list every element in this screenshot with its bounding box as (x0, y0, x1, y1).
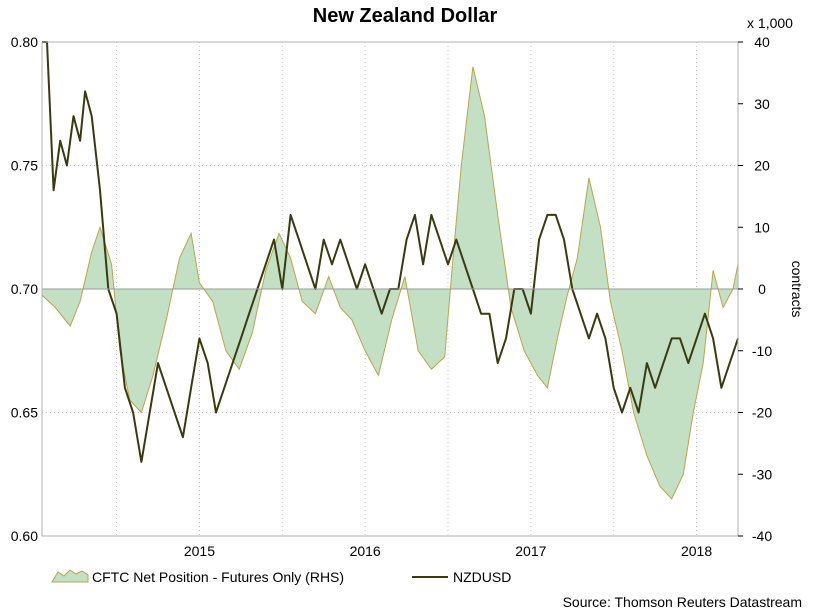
legend-label-cftc: CFTC Net Position - Futures Only (RHS) (92, 569, 344, 585)
right-tick-label-0: 40 (754, 34, 770, 50)
nzdusd-line (42, 41, 739, 463)
cftc-area-fill (42, 66, 738, 499)
left-tick-label-0: 0.80 (11, 34, 38, 50)
legend: CFTC Net Position - Futures Only (RHS) N… (51, 569, 511, 585)
left-tick-label-1: 0.75 (11, 158, 38, 174)
chart-title: New Zealand Dollar (313, 5, 498, 27)
right-tick-label-2: 20 (754, 158, 770, 174)
x-tick-label-2015: 2015 (184, 543, 215, 559)
right-axis: 40 30 20 10 0 -10 -20 -30 -40 (738, 34, 772, 544)
right-tick-label-7: -30 (752, 466, 772, 482)
x-tick-label-2016: 2016 (350, 543, 381, 559)
x-tick-label-2017: 2017 (515, 543, 546, 559)
right-tick-label-3: 10 (754, 219, 770, 235)
left-tick-label-2: 0.70 (11, 281, 38, 297)
right-tick-label-8: -40 (752, 528, 772, 544)
right-tick-label-4: 0 (758, 281, 766, 297)
x-axis: 2015 2016 2017 2018 (184, 543, 713, 559)
right-axis-unit: x 1,000 (747, 15, 793, 31)
nzdusd-line-layer (42, 41, 739, 463)
left-tick-label-3: 0.65 (11, 405, 38, 421)
right-tick-label-5: -10 (752, 343, 772, 359)
right-tick-label-6: -20 (752, 405, 772, 421)
left-axis: 0.80 0.75 0.70 0.65 0.60 (11, 34, 38, 544)
left-tick-label-4: 0.60 (11, 528, 38, 544)
legend-label-nzdusd: NZDUSD (453, 569, 511, 585)
cftc-area-layer (41, 66, 739, 500)
source-note: Source: Thomson Reuters Datastream (563, 594, 802, 610)
x-tick-label-2018: 2018 (681, 543, 712, 559)
legend-swatch-cftc (51, 569, 89, 583)
right-axis-label: contracts (789, 261, 805, 318)
right-tick-label-1: 30 (754, 96, 770, 112)
cftc-area-outline (41, 66, 739, 500)
